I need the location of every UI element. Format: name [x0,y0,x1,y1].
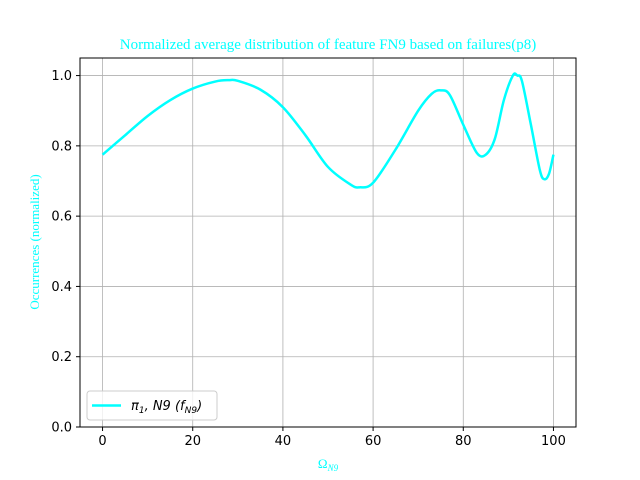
x-tick-label: 20 [184,434,201,449]
x-tick-label: 60 [365,434,382,449]
x-tick-label: 100 [541,434,566,449]
y-axis-label: Occurrences (normalized) [27,174,42,309]
legend-box [86,390,218,421]
ticks: 0 20 40 60 80 100 0.0 0.2 0.4 0.6 0.8 1.0 [51,69,566,449]
legend-label: π1, N9 (fN9) [131,399,202,416]
x-tick-label: 0 [98,434,106,449]
x-tick-label: 80 [455,434,472,449]
data-layer [101,72,555,189]
x-tick-label: 40 [275,434,292,449]
legend: π1, N9 (fN9) [86,390,218,421]
plot-frame [79,57,577,428]
y-tick-label: 0.0 [51,421,72,436]
y-tick-label: 0.2 [51,350,72,365]
y-tick-label: 0.8 [51,139,72,154]
y-tick-label: 1.0 [51,69,72,84]
x-axis-label: ΩN9 [318,456,339,473]
y-tick-label: 0.4 [51,280,72,295]
y-tick-label: 0.6 [51,210,72,225]
series-line [101,72,555,189]
chart-title: Normalized average distribution of featu… [120,37,537,53]
